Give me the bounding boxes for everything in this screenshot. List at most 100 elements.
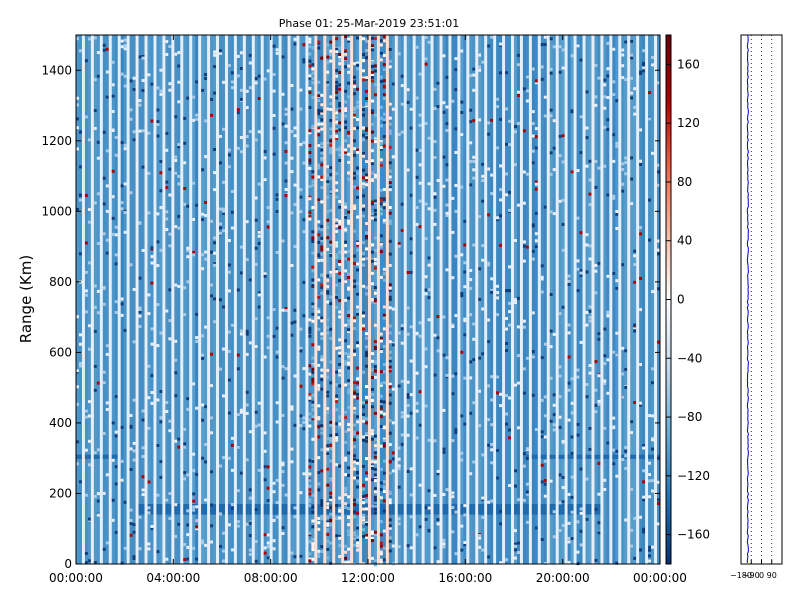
heatmap-cell: [239, 271, 243, 275]
heatmap-cell: [487, 261, 491, 265]
heatmap-cell: [397, 244, 401, 248]
heatmap-cell: [534, 526, 538, 530]
heatmap-cell: [320, 239, 324, 243]
heatmap-cell: [183, 445, 187, 449]
heatmap-cell: [183, 187, 187, 190]
heatmap-cell: [165, 53, 169, 56]
heatmap-cell: [379, 467, 383, 471]
heatmap-cell: [311, 380, 315, 384]
heatmap-cell: [320, 319, 324, 323]
heatmap-cell: [257, 182, 261, 186]
heatmap-cell: [365, 364, 368, 368]
heatmap-cell: [308, 158, 312, 162]
heatmap-cell: [195, 340, 199, 343]
heatmap-cell: [317, 127, 321, 131]
heatmap-cell: [642, 49, 646, 53]
heatmap-cell: [362, 168, 366, 172]
heatmap-cell: [570, 451, 574, 455]
heatmap-cell: [192, 382, 196, 386]
heatmap-cell: [391, 155, 395, 159]
heatmap-cell: [290, 407, 294, 411]
heatmap-cell: [257, 305, 261, 309]
heatmap-cell: [388, 102, 392, 106]
heatmap-band-cell: [141, 504, 145, 515]
heatmap-cell: [347, 314, 351, 318]
heatmap-cell: [496, 105, 500, 109]
heatmap-cell: [165, 309, 169, 313]
heatmap-cell: [514, 383, 517, 387]
heatmap-cell: [254, 138, 258, 142]
heatmap-cell: [105, 401, 109, 405]
heatmap-cell: [639, 515, 643, 519]
heatmap-cell: [481, 179, 485, 182]
heatmap-cell: [356, 377, 360, 381]
heatmap-cell: [525, 89, 529, 93]
heatmap-cell: [311, 236, 315, 240]
heatmap-cell: [365, 222, 368, 225]
heatmap-band-cell: [165, 504, 169, 515]
heatmap-cell: [308, 504, 312, 508]
heatmap-cell: [543, 435, 547, 439]
heatmap-cell: [344, 250, 348, 254]
heatmap-cell: [320, 151, 324, 155]
heatmap-cell: [344, 120, 348, 124]
heatmap-cell: [257, 468, 261, 472]
heatmap-cell: [365, 38, 368, 41]
heatmap-cell: [362, 419, 366, 423]
heatmap-cell: [132, 441, 136, 445]
heatmap-cell: [344, 456, 348, 460]
heatmap-column: [117, 35, 121, 564]
heatmap-cell: [320, 332, 324, 336]
heatmap-cell: [633, 516, 637, 520]
heatmap-cell: [621, 48, 625, 52]
heatmap-cell: [76, 117, 79, 121]
heatmap-cell: [177, 284, 181, 288]
heatmap-band-cell: [454, 504, 458, 515]
heatmap-cell: [177, 182, 181, 186]
heatmap-cell: [317, 163, 321, 167]
heatmap-cell: [192, 505, 196, 509]
heatmap-cell: [648, 198, 652, 202]
heatmap-cell: [534, 79, 538, 83]
heatmap-cell: [219, 49, 222, 53]
heatmap-cell: [230, 86, 234, 90]
heatmap-cell: [311, 77, 315, 80]
heatmap-cell: [111, 421, 115, 425]
heatmap-cell: [362, 208, 366, 212]
heatmap-cell: [344, 57, 348, 61]
heatmap-cell: [344, 205, 348, 209]
heatmap-cell: [588, 159, 592, 163]
heatmap-column: [481, 35, 485, 564]
heatmap-cell: [478, 534, 482, 537]
heatmap-cell: [415, 401, 419, 405]
heatmap-cell: [445, 129, 449, 132]
heatmap-cell: [373, 175, 377, 179]
heatmap-cell: [335, 148, 339, 151]
heatmap-cell: [311, 312, 315, 316]
heatmap-cell: [370, 429, 374, 433]
heatmap-cell: [353, 171, 357, 175]
heatmap-cell: [570, 170, 574, 174]
heatmap-column: [469, 35, 473, 564]
heatmap-band-cell: [552, 454, 557, 459]
heatmap-cell: [356, 544, 360, 548]
heatmap-cell: [373, 208, 377, 212]
heatmap-cell: [418, 113, 422, 117]
heatmap-cell: [540, 277, 544, 281]
heatmap-cell: [603, 478, 607, 482]
heatmap-cell: [311, 542, 315, 546]
heatmap-cell: [317, 435, 321, 439]
heatmap-cell: [615, 331, 619, 335]
heatmap-cell: [123, 500, 127, 504]
heatmap-cell: [558, 45, 562, 49]
heatmap-cell: [463, 543, 467, 547]
heatmap-cell: [365, 421, 368, 425]
heatmap-cell: [379, 400, 383, 403]
heatmap-cell: [522, 498, 526, 502]
colorbar-tick-label: −160: [677, 528, 710, 542]
heatmap-cell: [373, 37, 377, 40]
heatmap-cell: [317, 555, 321, 558]
heatmap-column: [105, 35, 110, 564]
heatmap-cell: [248, 53, 252, 57]
heatmap-cell: [370, 179, 374, 182]
